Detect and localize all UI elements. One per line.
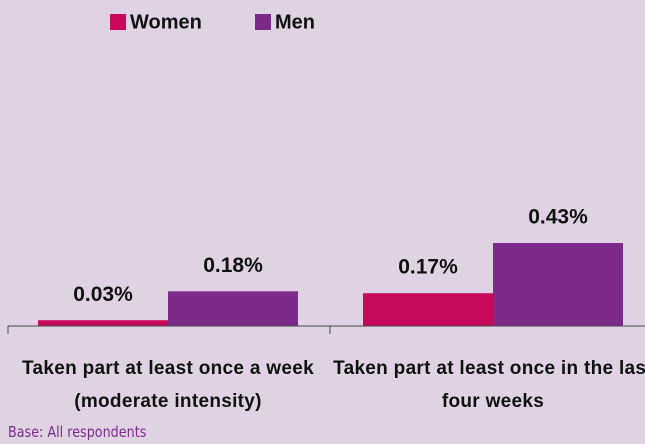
bar xyxy=(493,243,623,326)
legend-label: Women xyxy=(130,11,202,33)
legend-label: Men xyxy=(275,11,315,33)
legend-swatch xyxy=(255,14,271,30)
value-label: 0.03% xyxy=(73,283,133,306)
x-tick-label: Taken part at least once in the last fou… xyxy=(333,358,645,412)
legend-swatch xyxy=(110,14,126,30)
bar xyxy=(168,291,298,326)
base-note: Base: All respondents xyxy=(8,423,147,441)
value-label: 0.18% xyxy=(203,254,263,277)
value-label: 0.43% xyxy=(528,206,588,229)
x-tick-label: Taken part at least once a week (moderat… xyxy=(22,358,314,412)
bar xyxy=(363,293,493,326)
value-label: 0.17% xyxy=(398,256,458,279)
bar xyxy=(38,320,168,326)
